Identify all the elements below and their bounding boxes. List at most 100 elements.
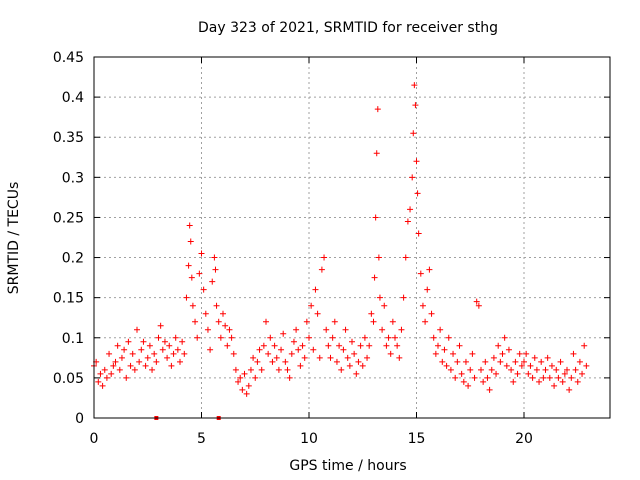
data-point bbox=[237, 374, 244, 381]
data-point bbox=[512, 358, 519, 365]
data-point bbox=[189, 302, 196, 309]
data-point bbox=[108, 370, 115, 377]
data-point bbox=[467, 366, 474, 373]
x-tick-label: 5 bbox=[197, 431, 206, 447]
data-point bbox=[521, 358, 527, 365]
data-point bbox=[140, 338, 147, 345]
data-point bbox=[559, 378, 566, 385]
data-point bbox=[267, 334, 274, 341]
data-point bbox=[293, 326, 300, 333]
data-point bbox=[138, 346, 145, 353]
data-point bbox=[282, 358, 289, 365]
data-point bbox=[536, 378, 543, 385]
data-point bbox=[301, 354, 308, 361]
data-point bbox=[533, 366, 540, 373]
data-point bbox=[471, 374, 478, 381]
data-point bbox=[426, 266, 433, 273]
data-point bbox=[387, 350, 394, 357]
data-point bbox=[271, 342, 278, 349]
data-point bbox=[394, 342, 401, 349]
data-point bbox=[161, 338, 168, 345]
data-point bbox=[437, 326, 444, 333]
data-point bbox=[566, 386, 573, 393]
data-point bbox=[258, 366, 265, 373]
data-point bbox=[409, 174, 416, 181]
data-point bbox=[501, 334, 508, 341]
data-point bbox=[297, 362, 304, 369]
data-point bbox=[385, 334, 392, 341]
data-point bbox=[392, 334, 398, 341]
data-point bbox=[428, 310, 435, 317]
data-point bbox=[368, 310, 375, 317]
data-point bbox=[548, 362, 555, 369]
data-point bbox=[497, 358, 504, 365]
data-point bbox=[239, 386, 246, 393]
data-point bbox=[211, 254, 218, 261]
data-point bbox=[564, 366, 570, 373]
plot-frame bbox=[93, 56, 611, 419]
data-point bbox=[198, 250, 205, 257]
data-point bbox=[357, 342, 364, 349]
data-point bbox=[412, 102, 419, 109]
data-point bbox=[222, 322, 229, 329]
x-tick-label: 15 bbox=[408, 431, 426, 447]
data-point bbox=[269, 358, 276, 365]
data-point bbox=[179, 338, 186, 345]
data-point bbox=[413, 158, 420, 165]
data-point bbox=[396, 354, 403, 361]
y-tick-label: 0.2 bbox=[62, 251, 84, 267]
data-point bbox=[202, 310, 209, 317]
data-point bbox=[194, 334, 201, 341]
data-point bbox=[574, 378, 581, 385]
data-point bbox=[232, 366, 239, 373]
data-point bbox=[546, 374, 553, 381]
y-tick-label: 0.1 bbox=[62, 331, 84, 347]
data-point bbox=[280, 330, 287, 337]
data-point bbox=[321, 254, 328, 261]
data-point bbox=[247, 366, 254, 373]
data-point bbox=[484, 374, 491, 381]
data-point bbox=[112, 358, 119, 365]
data-point bbox=[490, 354, 497, 361]
data-point bbox=[493, 370, 500, 377]
data-point bbox=[469, 350, 476, 357]
x-axis-title: GPS time / hours bbox=[289, 458, 406, 474]
data-point bbox=[482, 358, 489, 365]
data-point bbox=[288, 350, 295, 357]
data-point bbox=[254, 358, 261, 365]
data-point bbox=[325, 342, 332, 349]
data-point bbox=[370, 318, 377, 325]
data-point bbox=[314, 310, 321, 317]
data-point bbox=[495, 342, 502, 349]
data-point bbox=[151, 350, 158, 357]
data-point bbox=[204, 326, 211, 333]
data-point bbox=[561, 370, 568, 377]
data-point bbox=[486, 386, 493, 393]
data-point bbox=[188, 274, 195, 281]
axis-ticks: 0 0.05 0.1 0.15 0.2 0.25 0.3 0.35 0.4 0.45 0 5 10 15 2… bbox=[53, 50, 610, 447]
data-point bbox=[379, 326, 386, 333]
data-point bbox=[333, 358, 340, 365]
data-point bbox=[256, 346, 263, 353]
data-point bbox=[407, 206, 414, 213]
data-point bbox=[353, 370, 360, 377]
data-point bbox=[510, 378, 517, 385]
data-point bbox=[318, 266, 325, 273]
data-point bbox=[441, 346, 448, 353]
data-point bbox=[263, 318, 269, 325]
data-point bbox=[340, 346, 347, 353]
y-tick-label: 0.4 bbox=[62, 90, 84, 106]
data-point bbox=[144, 354, 151, 361]
data-point bbox=[419, 302, 426, 309]
data-point bbox=[265, 350, 272, 357]
data-point bbox=[224, 342, 231, 349]
data-point bbox=[157, 322, 164, 329]
y-tick-label: 0.05 bbox=[53, 371, 84, 387]
data-point bbox=[118, 354, 125, 361]
data-point bbox=[349, 338, 355, 345]
data-point bbox=[553, 366, 560, 373]
data-point bbox=[344, 354, 351, 361]
data-point bbox=[217, 334, 224, 341]
data-point bbox=[245, 382, 252, 389]
